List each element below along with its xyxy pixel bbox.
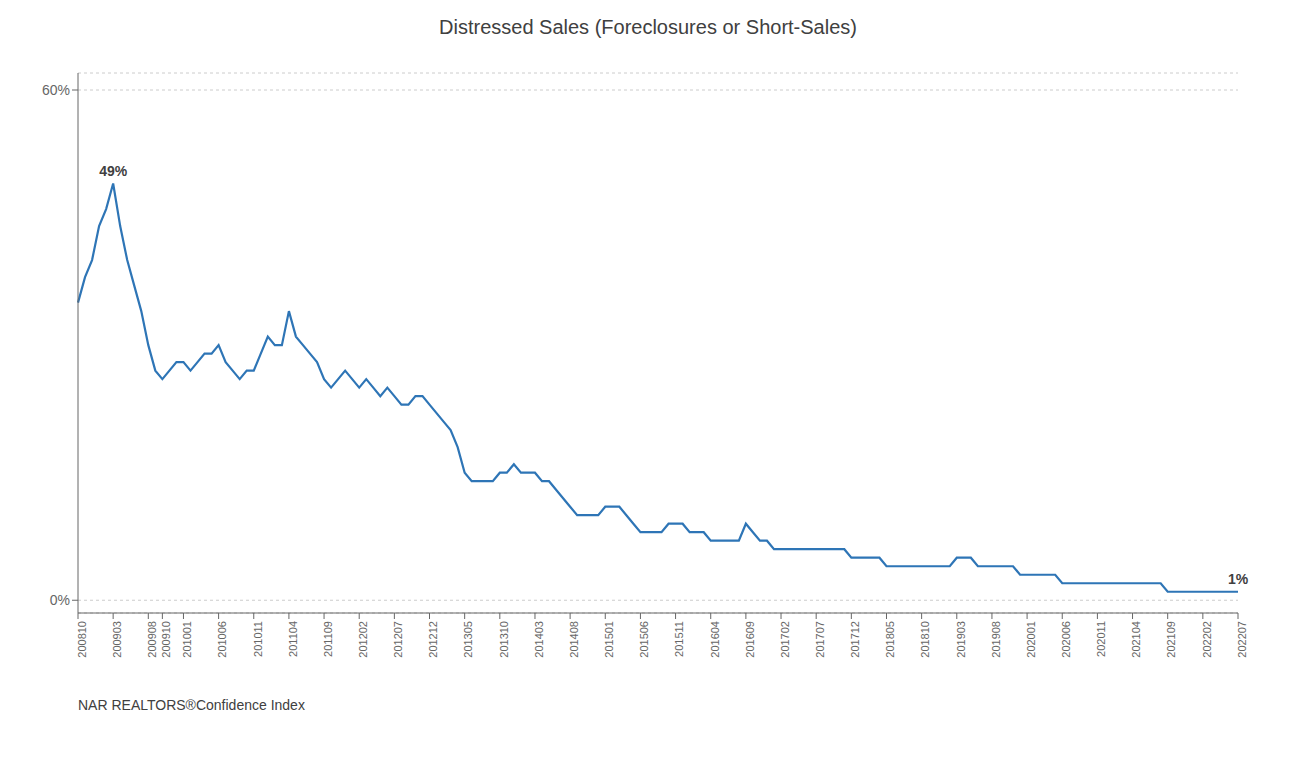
svg-text:201310: 201310 [498, 621, 510, 658]
svg-text:201501: 201501 [603, 621, 615, 658]
svg-text:201104: 201104 [287, 621, 299, 657]
svg-text:201511: 201511 [673, 621, 685, 657]
svg-text:202207: 202207 [1236, 621, 1248, 658]
svg-text:201006: 201006 [216, 621, 228, 658]
svg-text:201810: 201810 [919, 621, 931, 658]
svg-text:202006: 202006 [1060, 621, 1072, 658]
html-text:Distressed Sales (Foreclosures: Distressed Sales (Foreclosures or Short-… [439, 16, 857, 38]
svg-text:0%: 0% [50, 592, 70, 608]
svg-text:202202: 202202 [1201, 621, 1213, 658]
svg-text:1%: 1% [1228, 571, 1249, 587]
svg-text:201712: 201712 [849, 621, 861, 658]
svg-text:201207: 201207 [392, 621, 404, 658]
svg-text:200810: 200810 [76, 621, 88, 658]
svg-text:201604: 201604 [709, 621, 721, 658]
svg-text:201506: 201506 [638, 621, 650, 658]
svg-text:200908: 200908 [146, 621, 158, 658]
svg-text:202109: 202109 [1166, 621, 1178, 658]
svg-text:201109: 201109 [322, 621, 334, 657]
svg-text:201609: 201609 [744, 621, 756, 658]
svg-text:201702: 201702 [779, 621, 791, 658]
svg-text:201011: 201011 [252, 621, 264, 657]
svg-text:201805: 201805 [884, 621, 896, 658]
svg-text:201908: 201908 [990, 621, 1002, 658]
svg-text:202001: 202001 [1025, 621, 1037, 658]
html-text:NAR REALTORS®Confidence Index: NAR REALTORS®Confidence Index [78, 697, 305, 713]
svg-text:201305: 201305 [462, 621, 474, 658]
svg-text:201403: 201403 [533, 621, 545, 658]
svg-text:49%: 49% [99, 163, 128, 179]
svg-text:202011: 202011 [1095, 621, 1107, 657]
svg-text:201707: 201707 [814, 621, 826, 658]
svg-text:201408: 201408 [568, 621, 580, 658]
svg-text:201202: 201202 [357, 621, 369, 658]
svg-text:201903: 201903 [955, 621, 967, 658]
svg-text:200903: 200903 [111, 621, 123, 658]
svg-text:201212: 201212 [427, 621, 439, 658]
svg-text:60%: 60% [42, 82, 70, 98]
svg-text:200910: 200910 [160, 621, 172, 658]
svg-text:201001: 201001 [181, 621, 193, 658]
svg-text:202104: 202104 [1130, 621, 1142, 658]
